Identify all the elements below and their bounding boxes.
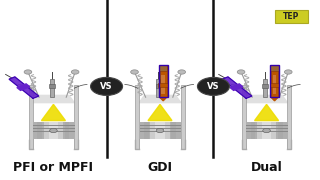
FancyBboxPatch shape bbox=[275, 10, 308, 23]
Bar bbox=[33, 122, 74, 139]
Circle shape bbox=[131, 70, 138, 74]
Bar bbox=[278, 122, 283, 139]
Polygon shape bbox=[33, 95, 74, 103]
Bar bbox=[33, 95, 74, 149]
Bar bbox=[29, 85, 33, 149]
Bar bbox=[58, 122, 63, 139]
Bar bbox=[139, 122, 181, 139]
Text: Dual: Dual bbox=[251, 161, 283, 174]
Bar bbox=[139, 95, 181, 149]
Bar bbox=[271, 122, 276, 139]
Bar bbox=[262, 122, 271, 139]
Circle shape bbox=[197, 77, 229, 95]
Bar bbox=[246, 95, 287, 149]
Circle shape bbox=[237, 70, 245, 74]
Circle shape bbox=[71, 70, 79, 74]
Bar bbox=[251, 122, 255, 139]
Polygon shape bbox=[139, 95, 181, 103]
Bar bbox=[257, 122, 262, 139]
Circle shape bbox=[178, 70, 186, 74]
Circle shape bbox=[24, 70, 32, 74]
Bar bbox=[159, 65, 168, 97]
Bar bbox=[273, 75, 276, 94]
Bar bbox=[144, 122, 149, 139]
Bar bbox=[44, 122, 49, 139]
Bar bbox=[155, 122, 165, 139]
Polygon shape bbox=[42, 104, 66, 121]
Text: VS: VS bbox=[100, 82, 113, 91]
Text: VS: VS bbox=[207, 82, 220, 91]
Bar bbox=[270, 65, 279, 71]
Bar bbox=[246, 122, 287, 139]
Bar bbox=[263, 79, 267, 97]
Text: TEP: TEP bbox=[283, 12, 300, 21]
Bar bbox=[150, 122, 155, 139]
Text: PFI or MPFI: PFI or MPFI bbox=[13, 161, 93, 174]
Bar bbox=[262, 84, 268, 88]
Circle shape bbox=[263, 128, 270, 133]
Polygon shape bbox=[222, 77, 252, 98]
Bar bbox=[270, 65, 279, 97]
Polygon shape bbox=[148, 104, 172, 121]
Polygon shape bbox=[160, 97, 167, 101]
Polygon shape bbox=[246, 95, 287, 103]
Bar bbox=[49, 122, 58, 139]
Bar bbox=[160, 65, 167, 97]
Bar bbox=[181, 85, 185, 149]
Circle shape bbox=[91, 77, 123, 95]
Polygon shape bbox=[17, 84, 30, 90]
Text: GDI: GDI bbox=[148, 161, 172, 174]
Bar bbox=[165, 122, 170, 139]
Bar bbox=[49, 84, 54, 88]
Bar bbox=[50, 79, 54, 97]
Bar bbox=[37, 122, 42, 139]
Polygon shape bbox=[230, 84, 243, 90]
Bar bbox=[271, 65, 278, 97]
Bar bbox=[270, 83, 279, 87]
Polygon shape bbox=[9, 77, 39, 98]
Bar bbox=[171, 122, 176, 139]
Bar bbox=[156, 84, 161, 88]
Circle shape bbox=[50, 128, 57, 133]
Bar bbox=[158, 83, 168, 87]
Circle shape bbox=[156, 128, 164, 133]
Bar bbox=[159, 65, 167, 71]
Bar bbox=[74, 85, 78, 149]
Bar bbox=[242, 85, 246, 149]
Circle shape bbox=[284, 70, 292, 74]
Bar bbox=[65, 122, 69, 139]
Bar bbox=[162, 75, 165, 94]
Bar bbox=[156, 79, 160, 97]
Polygon shape bbox=[255, 104, 278, 121]
Bar bbox=[135, 85, 139, 149]
Polygon shape bbox=[271, 97, 278, 101]
Bar bbox=[287, 85, 291, 149]
